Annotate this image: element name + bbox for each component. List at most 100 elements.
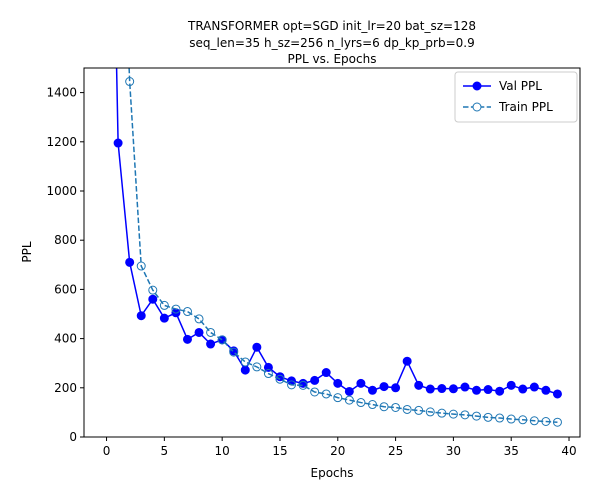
data-point (356, 398, 366, 408)
data-point (367, 385, 377, 395)
data-point (125, 257, 135, 267)
data-point (402, 404, 412, 414)
data-point (206, 339, 216, 349)
data-point (495, 386, 505, 396)
data-point (171, 304, 181, 314)
data-point (182, 334, 192, 344)
chart-title: seq_len=35 h_sz=256 n_lyrs=6 dp_kp_prb=0… (189, 36, 474, 50)
data-point (252, 362, 262, 372)
x-axis-label: Epochs (311, 466, 354, 480)
data-point (194, 327, 204, 337)
data-point (159, 313, 169, 323)
y-tick-label: 0 (69, 430, 77, 444)
data-point (194, 314, 204, 324)
data-point (529, 416, 539, 426)
data-point (148, 294, 158, 304)
data-point (229, 347, 239, 357)
y-tick-label: 800 (54, 233, 77, 247)
x-tick-label: 30 (446, 444, 461, 458)
data-point (333, 393, 343, 403)
data-point (448, 384, 458, 394)
data-point (125, 77, 135, 87)
data-point (552, 417, 562, 427)
legend-box (454, 71, 578, 123)
x-tick-label: 35 (504, 444, 519, 458)
data-point (414, 380, 424, 390)
data-point (460, 382, 470, 392)
x-tick-label: 0 (103, 444, 111, 458)
data-point (518, 384, 528, 394)
data-point (136, 261, 146, 271)
data-point (506, 380, 516, 390)
data-point (321, 368, 331, 378)
data-point (379, 402, 389, 412)
legend-label: Train PPL (498, 100, 553, 114)
legend-label: Val PPL (499, 79, 542, 93)
data-point (552, 389, 562, 399)
x-tick-label: 10 (215, 444, 230, 458)
data-point (310, 375, 320, 385)
legend-marker (472, 102, 482, 112)
data-point (472, 385, 482, 395)
data-point (495, 413, 505, 423)
x-tick-label: 5 (161, 444, 169, 458)
data-point (437, 384, 447, 394)
data-point (448, 409, 458, 419)
data-point (287, 380, 297, 390)
data-point (414, 405, 424, 415)
data-point (275, 374, 285, 384)
data-point (483, 412, 493, 422)
chart-title: TRANSFORMER opt=SGD init_lr=20 bat_sz=12… (187, 19, 476, 33)
data-point (391, 402, 401, 412)
data-point (541, 417, 551, 427)
data-point (148, 285, 158, 295)
data-point (136, 311, 146, 321)
data-point (240, 365, 250, 375)
data-point (263, 369, 273, 379)
data-point (298, 380, 308, 390)
data-point (310, 387, 320, 397)
data-point (113, 138, 123, 148)
data-point (333, 378, 343, 388)
y-tick-label: 1200 (46, 135, 77, 149)
data-point (402, 356, 412, 366)
data-point (529, 382, 539, 392)
axes-frame (83, 67, 581, 438)
data-point (206, 327, 216, 337)
data-point (263, 362, 273, 372)
data-point (240, 357, 250, 367)
data-point (252, 342, 262, 352)
data-point (182, 307, 192, 317)
data-point (483, 385, 493, 395)
data-point (159, 300, 169, 310)
y-tick-label: 400 (54, 332, 77, 346)
data-point (344, 386, 354, 396)
y-axis-label: PPL (20, 241, 34, 262)
series-line (115, 68, 558, 395)
y-tick-label: 1400 (46, 86, 77, 100)
data-point (367, 400, 377, 410)
data-point (379, 382, 389, 392)
x-tick-label: 40 (561, 444, 576, 458)
data-point (460, 410, 470, 420)
data-point (391, 383, 401, 393)
data-point (437, 408, 447, 418)
series-line (128, 68, 558, 423)
data-point (344, 395, 354, 405)
data-point (321, 389, 331, 399)
y-tick-label: 1000 (46, 184, 77, 198)
y-tick-label: 600 (54, 282, 77, 296)
plot-area (113, 68, 562, 427)
y-tick-label: 200 (54, 381, 77, 395)
x-tick-label: 25 (388, 444, 403, 458)
data-point (506, 414, 516, 424)
data-point (425, 384, 435, 394)
data-point (356, 378, 366, 388)
x-tick-label: 15 (272, 444, 287, 458)
data-point (425, 407, 435, 417)
chart-title: PPL vs. Epochs (288, 52, 377, 66)
legend-marker (472, 81, 482, 91)
data-point (472, 411, 482, 421)
data-point (217, 335, 227, 345)
